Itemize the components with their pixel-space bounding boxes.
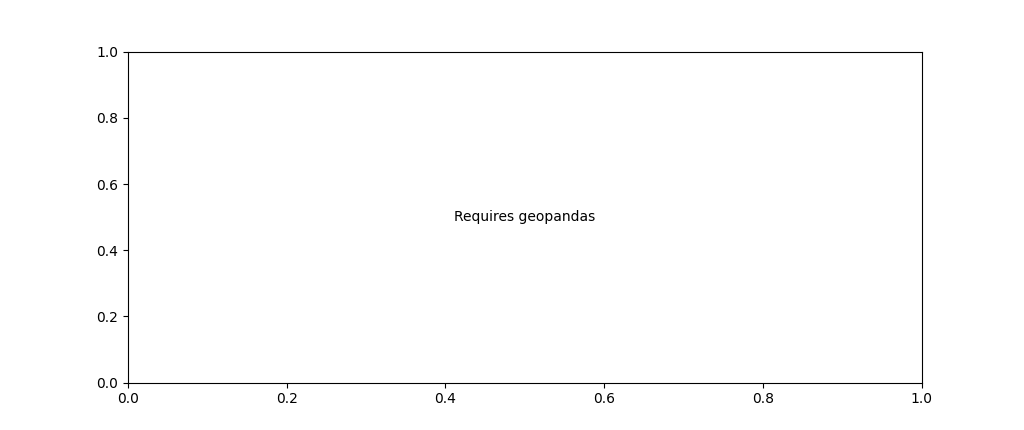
Text: Requires geopandas: Requires geopandas <box>455 210 595 224</box>
